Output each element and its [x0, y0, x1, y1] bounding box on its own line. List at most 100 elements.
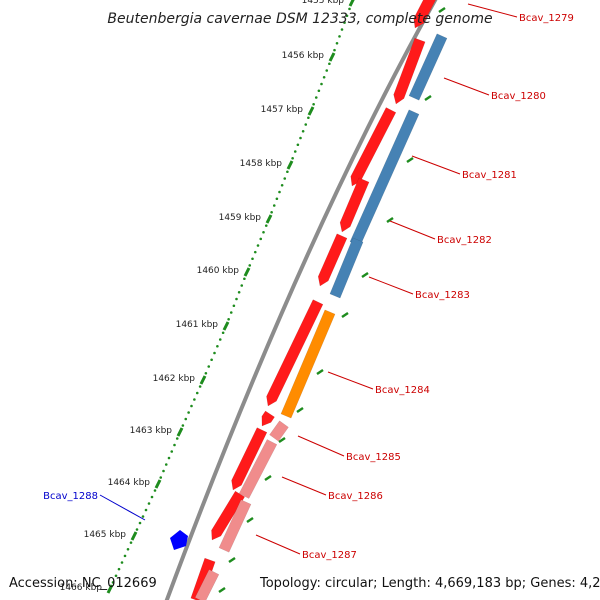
ruler-tick-major [328, 52, 336, 62]
gene-track-tick [296, 406, 304, 414]
ruler-tick-minor [291, 156, 294, 160]
ruler-tick-minor [251, 257, 254, 261]
gene-track-tick [424, 94, 432, 102]
ruler-tick-minor [322, 75, 326, 79]
red-gene-arrow [413, 0, 436, 29]
gene-label[interactable]: Bcav_1282 [437, 235, 492, 246]
gene-leader-line [327, 371, 374, 390]
red-gene-arrow [317, 233, 348, 287]
ruler-tick-minor [193, 398, 196, 401]
gene-leader-line [368, 276, 414, 295]
gene-leader-line [467, 3, 518, 18]
gene-label[interactable]: Bcav_1287 [302, 550, 357, 561]
gene-leader-line [99, 494, 146, 521]
genome-title: Beutenbergia cavernae DSM 12333, complet… [107, 11, 492, 27]
ruler-tick-minor [198, 385, 202, 388]
ruler-tick-minor [117, 567, 121, 571]
ruler-tick-minor [278, 190, 281, 194]
ruler-tick-minor [232, 304, 236, 308]
ruler-tick-minor [111, 581, 115, 584]
blue-gene-block [408, 33, 448, 101]
red-gene-arrow [393, 37, 426, 105]
ruler-tick-minor [335, 41, 339, 45]
ruler-tick-label: 1465 kbp [84, 530, 127, 540]
ruler-tick-minor [173, 443, 176, 447]
gene-label[interactable]: Bcav_1288 [43, 491, 98, 502]
ruler-tick-major [199, 375, 207, 385]
gene-track-tick [386, 216, 394, 224]
blue-gene-marker [170, 530, 188, 550]
ruler-tick-minor [325, 69, 329, 72]
ruler-tick-label: 1460 kbp [197, 266, 240, 276]
ruler-tick-minor [283, 177, 287, 180]
gene-leader-line [297, 435, 345, 457]
kbp-ruler: 1455 kbp 1456 kbp 1457 kbp 1458 kbp 1459 kbp… [60, 0, 446, 594]
ruler-tick-minor [240, 284, 244, 287]
ruler-tick-minor [123, 554, 127, 558]
gene-label[interactable]: Bcav_1281 [462, 170, 517, 181]
gene-track-tick [218, 586, 226, 594]
ruler-tick-minor [213, 351, 216, 355]
ruler-tick-minor [195, 391, 199, 395]
ruler-tick-label: 1462 kbp [153, 374, 196, 384]
orange-gene-block [280, 309, 336, 419]
backbone-arc [164, 0, 438, 600]
pink-gene-block [269, 420, 289, 442]
ruler-tick-label: 1455 kbp [302, 0, 345, 6]
ruler-tick-major [307, 106, 315, 116]
ruler-tick-minor [162, 469, 165, 473]
ruler-tick-minor [264, 224, 268, 227]
gene-label[interactable]: Bcav_1280 [491, 91, 546, 102]
ruler-tick-major [176, 427, 184, 437]
ruler-tick-minor [272, 204, 276, 207]
gene-label[interactable]: Bcav_1279 [519, 13, 574, 24]
ruler-tick-label: 1458 kbp [240, 159, 283, 169]
ruler-tick-minor [312, 102, 315, 106]
gene-track-tick [228, 556, 236, 564]
ruler-tick-minor [147, 502, 151, 505]
ruler-tick-minor [190, 404, 193, 408]
ruler-tick-minor [227, 317, 230, 321]
ruler-tick-minor [135, 528, 139, 531]
ruler-tick-minor [345, 14, 349, 18]
blue-gene-block [329, 237, 364, 299]
ruler-tick-minor [280, 183, 284, 187]
ruler-tick-minor [153, 489, 157, 492]
ruler-tick-major [130, 531, 138, 541]
genome-backbone [164, 0, 438, 600]
ruler-tick-minor [317, 89, 321, 93]
pink-gene-block [194, 569, 220, 600]
gene-track-tick [406, 156, 414, 164]
ruler-tick-minor [210, 358, 213, 362]
ruler-tick-minor [259, 237, 263, 241]
ruler-tick-minor [301, 129, 305, 133]
gene-leader-line [443, 77, 490, 96]
ruler-tick-minor [164, 463, 168, 466]
topology-text: Topology: circular; Length: 4,669,183 bp… [259, 576, 600, 591]
gene-labels: Bcav_1279 Bcav_1280 Bcav_1281 Bcav_1282 Bcav… [43, 3, 574, 561]
ruler-tick-major [348, 0, 355, 7]
gene-track-tick [278, 436, 286, 444]
ruler-tick-major [265, 214, 273, 224]
gene-label[interactable]: Bcav_1284 [375, 385, 430, 396]
ruler-tick-label: 1461 kbp [176, 320, 219, 330]
gene-label[interactable]: Bcav_1285 [346, 452, 401, 463]
ruler-tick-minor [314, 96, 318, 99]
ruler-tick-minor [256, 244, 260, 247]
pink-gene-block [218, 499, 252, 553]
gene-label[interactable]: Bcav_1283 [415, 290, 470, 301]
gene-track-tick [316, 368, 324, 376]
gene-label[interactable]: Bcav_1286 [328, 491, 383, 502]
pink-gene-block [238, 439, 278, 499]
ruler-tick-minor [333, 48, 336, 52]
ruler-tick-minor [262, 230, 265, 234]
gene-features [170, 0, 448, 600]
ruler-tick-minor [150, 495, 154, 499]
gene-track-tick [246, 516, 254, 524]
ruler-tick-minor [114, 574, 118, 578]
ruler-tick-minor [184, 417, 188, 421]
ruler-tick-minor [138, 521, 142, 525]
ruler-tick-label: 1459 kbp [219, 213, 262, 223]
ruler-tick-minor [229, 311, 233, 314]
